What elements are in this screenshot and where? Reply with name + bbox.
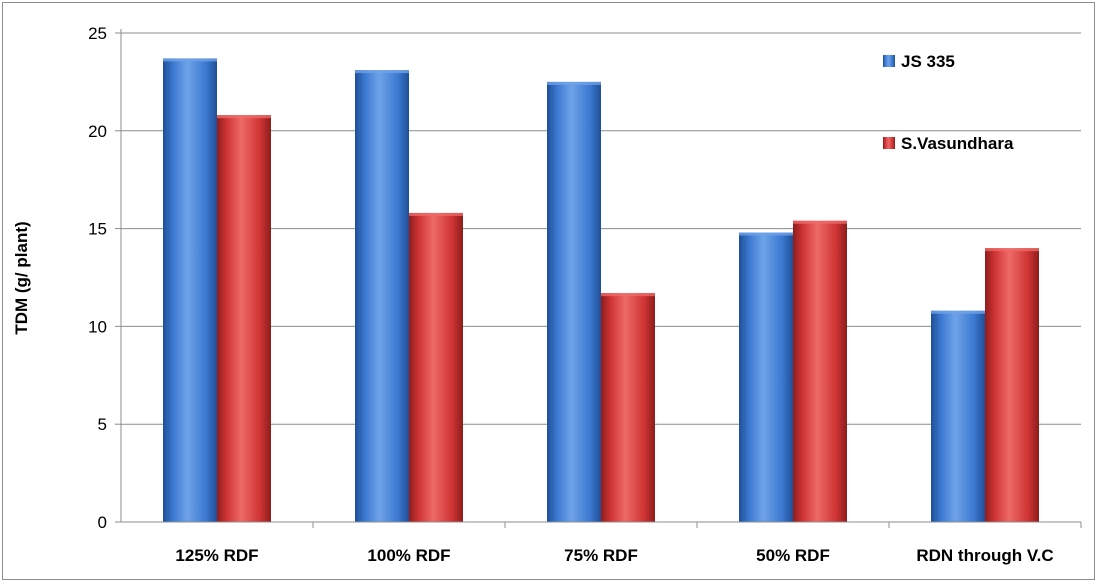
bar-series-2 <box>793 220 847 522</box>
y-tick-label: 10 <box>88 317 107 336</box>
y-tick-label: 20 <box>88 122 107 141</box>
bar-series-2 <box>217 115 271 522</box>
x-category-label: 100% RDF <box>367 546 450 565</box>
bar-cap <box>739 232 793 236</box>
y-tick-label: 5 <box>98 415 107 434</box>
bar-cap <box>547 81 601 85</box>
bars <box>163 58 1039 523</box>
bar-series-1 <box>931 310 985 522</box>
bar-series-2 <box>409 212 463 522</box>
legend: JS 335 S.Vasundhara <box>883 52 1014 153</box>
legend-swatch <box>883 137 895 149</box>
bar-cap <box>163 58 217 62</box>
y-tick-label: 25 <box>88 24 107 43</box>
y-tick-label: 15 <box>88 220 107 239</box>
bar-series-1 <box>163 58 217 522</box>
bar-series-2 <box>601 293 655 522</box>
bar-series-1 <box>355 70 409 522</box>
bar-series-1 <box>739 232 793 522</box>
bar-cap <box>355 70 409 74</box>
x-category-label: RDN through V.C <box>916 546 1053 565</box>
bar-cap <box>793 220 847 224</box>
legend-swatch <box>883 55 895 67</box>
x-category-label: 50% RDF <box>756 546 830 565</box>
x-category-label: 125% RDF <box>175 546 258 565</box>
bar-cap <box>931 310 985 314</box>
legend-label: JS 335 <box>901 52 955 71</box>
bar-series-1 <box>547 81 601 523</box>
bar-chart: 0 5 10 15 20 25 125% RDF 100% RDF 75% RDF 50% RDF… <box>12 24 1082 565</box>
axes: 0 5 10 15 20 25 125% RDF 100% RDF 75% RDF 50% RDF… <box>88 24 1082 565</box>
y-tick-label: 0 <box>98 513 107 532</box>
bar-cap <box>985 248 1039 252</box>
legend-label: S.Vasundhara <box>901 134 1014 153</box>
bar-cap <box>409 212 463 216</box>
y-axis-title: TDM (g/ plant) <box>12 221 31 334</box>
x-category-label: 75% RDF <box>564 546 638 565</box>
bar-series-2 <box>985 248 1039 522</box>
bar-cap <box>217 115 271 119</box>
bar-cap <box>601 293 655 297</box>
